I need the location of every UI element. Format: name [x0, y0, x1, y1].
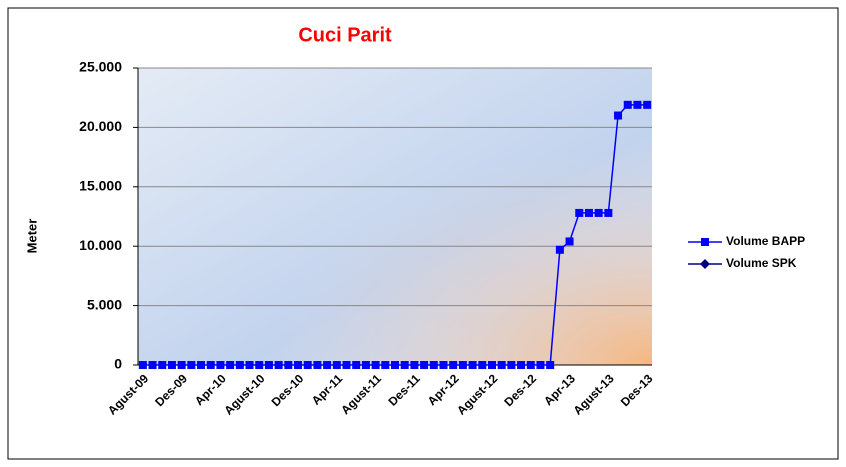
marker — [332, 361, 341, 369]
marker — [391, 361, 399, 369]
legend-label: Volume SPK — [726, 256, 797, 270]
marker — [371, 361, 380, 369]
y-tick-label: 0 — [114, 356, 122, 372]
marker — [216, 361, 225, 369]
marker — [148, 361, 157, 369]
marker — [284, 361, 293, 369]
marker — [158, 361, 167, 369]
marker — [478, 361, 487, 369]
marker — [614, 111, 623, 120]
marker — [643, 100, 652, 109]
marker — [167, 361, 176, 369]
marker — [449, 361, 458, 369]
legend-marker — [701, 238, 709, 246]
marker — [604, 208, 613, 217]
marker — [274, 361, 283, 369]
marker — [361, 361, 370, 369]
marker — [584, 208, 593, 217]
chart-title: Cuci Parit — [298, 24, 392, 46]
marker — [294, 361, 303, 369]
legend-label: Volume BAPP — [726, 234, 805, 248]
marker — [575, 208, 584, 217]
marker — [594, 208, 603, 217]
y-tick-label: 25.000 — [79, 59, 122, 75]
marker — [429, 361, 438, 369]
marker — [235, 361, 244, 369]
marker — [555, 245, 564, 254]
marker — [458, 361, 467, 369]
legend-marker — [700, 259, 710, 269]
y-tick-label: 5.000 — [87, 296, 122, 312]
marker — [226, 361, 235, 369]
marker — [439, 361, 448, 369]
marker — [517, 361, 526, 369]
marker — [197, 361, 206, 369]
y-tick-label: 15.000 — [79, 178, 122, 194]
marker — [410, 361, 419, 369]
marker — [507, 361, 516, 369]
marker — [303, 361, 312, 369]
marker — [352, 361, 361, 369]
marker — [497, 361, 506, 369]
marker — [245, 361, 254, 369]
marker — [187, 361, 196, 369]
marker — [381, 361, 390, 369]
marker — [623, 100, 632, 109]
marker — [536, 361, 545, 369]
y-tick-label: 10.000 — [79, 237, 122, 253]
marker — [400, 361, 409, 369]
marker — [313, 361, 322, 369]
marker — [206, 361, 215, 369]
marker — [342, 361, 351, 369]
marker — [323, 361, 332, 369]
marker — [138, 361, 147, 369]
marker — [255, 361, 264, 369]
y-tick-label: 20.000 — [79, 118, 122, 134]
plot-glow — [138, 68, 652, 365]
marker — [546, 361, 555, 369]
marker — [177, 361, 186, 369]
marker — [264, 361, 273, 369]
marker — [526, 361, 535, 369]
marker — [468, 361, 477, 369]
y-axis-label: Meter — [24, 219, 39, 254]
marker — [633, 100, 642, 109]
marker — [420, 361, 429, 369]
marker — [487, 361, 496, 369]
marker — [565, 237, 574, 246]
